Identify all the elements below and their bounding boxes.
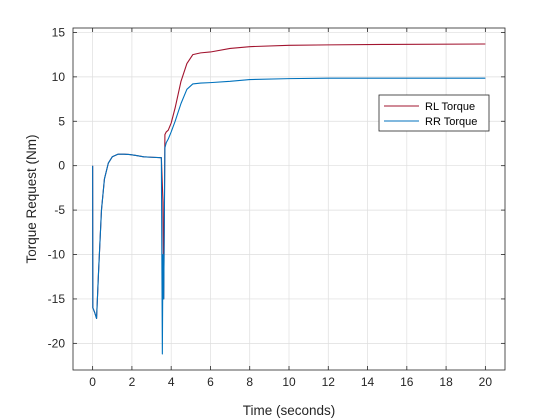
legend: RL Torque RR Torque [378,94,490,132]
y-tick-label: -5 [54,203,65,217]
x-axis-label: Time (seconds) [243,403,336,418]
y-tick-label: 0 [58,159,65,173]
y-tick-label: 10 [52,70,66,84]
series-lines [92,43,486,355]
x-tick-label: 16 [400,375,414,389]
x-tick-label: 6 [207,375,214,389]
x-tick-label: 12 [322,375,336,389]
y-axis-label: Torque Request (Nm) [24,134,39,263]
x-tick-label: 2 [129,375,136,389]
x-tick-label: 18 [439,375,453,389]
x-tick-label: 0 [89,375,96,389]
x-tick-label: 10 [282,375,296,389]
axis-ticks: 0 2 4 6 8 10 12 14 16 18 20 -20 -15 -10 -5 0 5 10 15 [48,25,505,389]
x-tick-label: 14 [361,375,375,389]
legend-box [378,94,490,132]
y-tick-label: 15 [52,25,66,39]
legend-label-rr-torque: RR Torque [425,116,477,128]
x-tick-label: 20 [479,375,493,389]
y-tick-label: 5 [58,114,65,128]
y-tick-label: -10 [48,248,66,262]
x-tick-label: 4 [168,375,175,389]
series-line-rr-torque [92,77,486,355]
y-tick-label: -15 [48,292,66,306]
x-tick-label: 8 [246,375,253,389]
y-tick-label: -20 [48,336,66,350]
legend-label-rl-torque: RL Torque [425,101,475,113]
